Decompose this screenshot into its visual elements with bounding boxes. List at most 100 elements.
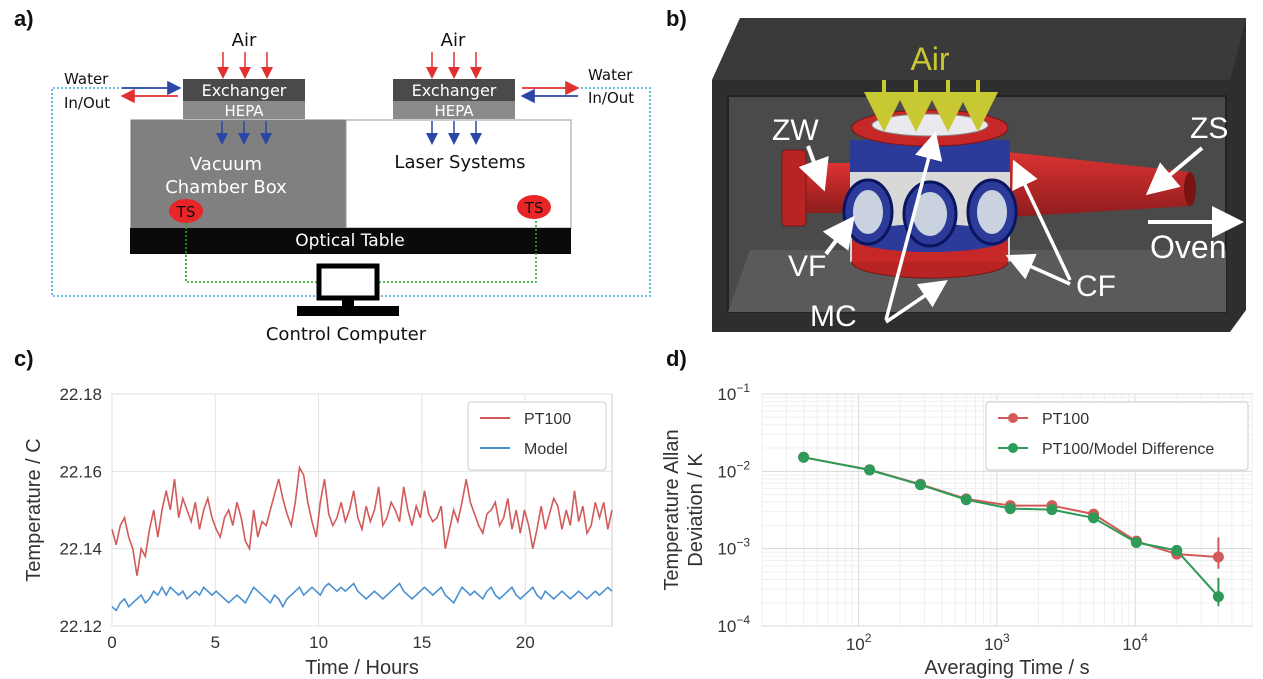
control-computer-label: Control Computer (266, 324, 427, 345)
chart-c-ylabel: Temperature / C (23, 438, 45, 581)
legend-d-diff: PT100/Model Difference (1042, 441, 1214, 458)
hepa-arrows-right (426, 121, 482, 145)
water-right-label-1: Water (588, 66, 633, 84)
mc-arrow-2 (885, 280, 948, 324)
viewport-right (966, 178, 1018, 246)
data-point (1130, 537, 1142, 549)
hepa-left-label: HEPA (224, 102, 264, 120)
ts-sensor-right (517, 195, 551, 219)
hepa-left (183, 101, 305, 119)
data-point (798, 451, 810, 463)
series-line-1 (803, 456, 1220, 598)
panel-label-c: c) (14, 346, 34, 371)
y-tick-label: 10−1 (717, 381, 750, 404)
panel-label-b: b) (666, 6, 687, 31)
air-label-left: Air (232, 30, 257, 51)
data-point (1046, 504, 1058, 516)
x-tick-label: 0 (107, 633, 116, 652)
computer-icon (297, 263, 399, 316)
cf-arrow-1 (1012, 159, 1072, 281)
oven-label: Oven (1150, 229, 1226, 265)
y-tick-label: 10−2 (717, 458, 750, 481)
data-point (1212, 591, 1224, 603)
data-point (864, 464, 876, 476)
vacuum-box-label-1: Vacuum (190, 154, 262, 175)
x-tick-label: 104 (1122, 631, 1148, 654)
water-right-label-2: In/Out (588, 89, 634, 107)
vf-label: VF (788, 250, 826, 283)
chart-d-xlabel: Averaging Time / s (924, 657, 1089, 679)
legend-c-model: Model (524, 441, 568, 458)
data-point (1088, 512, 1100, 524)
data-point (1171, 544, 1183, 556)
viewport-center (902, 180, 958, 248)
panel-a-schematic: Air Air Exchanger HEPA Exchanger HEPA Wa… (51, 30, 651, 345)
exchanger-right-label: Exchanger (412, 81, 497, 100)
x-tick-label: 10 (309, 633, 328, 652)
cf-arrow-2 (1005, 253, 1071, 286)
ts-sensor-left-label: TS (176, 203, 196, 221)
x-tick-label: 15 (412, 633, 431, 652)
zw-flange (781, 149, 807, 227)
hepa-arrows-left (216, 121, 272, 145)
enclosure-floor (728, 250, 1226, 312)
vf-arrow (822, 215, 855, 256)
series-line-0 (111, 464, 613, 576)
water-left-label-2: In/Out (64, 94, 110, 112)
chart-c-xlabel: Time / Hours (305, 657, 419, 679)
data-point (960, 494, 972, 506)
ts-sensor-right-label: TS (524, 199, 544, 217)
series-line-1 (111, 582, 613, 612)
panel-d-chart: 102 103 104 10−4 10−3 10−2 10−1 Averaging Time… (661, 381, 1253, 679)
panel-label-a: a) (14, 6, 34, 31)
y-tick-label: 22.14 (59, 540, 102, 559)
y-tick-label: 22.16 (59, 462, 102, 481)
hepa-right (393, 101, 515, 119)
chart-d-ylabel-1: Temperature Allan (661, 429, 683, 590)
panel-label-d: d) (666, 346, 687, 371)
vacuum-box-label-2: Chamber Box (165, 177, 287, 198)
y-tick-label: 22.12 (59, 617, 102, 636)
x-tick-label: 103 (984, 631, 1010, 654)
x-tick-label: 20 (516, 633, 535, 652)
air-label-right: Air (441, 30, 466, 51)
ts-sensor-left (169, 199, 203, 223)
zs-tube-end (1184, 172, 1196, 206)
water-left-label-1: Water (64, 70, 109, 88)
exchanger-left-label: Exchanger (202, 81, 287, 100)
zw-label: ZW (772, 114, 819, 147)
viewport-left (842, 178, 894, 246)
air-arrows-right (426, 52, 482, 79)
exchanger-left (183, 79, 305, 101)
exchanger-right (393, 79, 515, 101)
x-tick-label: 5 (211, 633, 220, 652)
mc-label: MC (810, 300, 857, 333)
laser-systems-label: Laser Systems (394, 152, 525, 173)
y-tick-label: 22.18 (59, 385, 102, 404)
optical-table (130, 228, 571, 254)
legend-d-pt100: PT100 (1042, 411, 1089, 428)
chart-d-legend: PT100 PT100/Model Difference (985, 401, 1249, 471)
zs-label: ZS (1190, 112, 1228, 145)
legend-c-pt100: PT100 (524, 411, 571, 428)
cf-label: CF (1076, 270, 1116, 303)
mc-arrow-1 (884, 131, 943, 321)
chart-c-legend: PT100 Model (467, 401, 607, 471)
air-label-3d: Air (910, 41, 949, 77)
panel-b-render: Air ZW ZS Oven VF MC CF (712, 18, 1246, 333)
x-tick-label: 102 (846, 631, 872, 654)
hepa-right-label: HEPA (434, 102, 474, 120)
zw-arrow (798, 145, 829, 192)
zs-tube (990, 150, 1190, 218)
chamber-top-window (871, 113, 989, 137)
data-point (914, 479, 926, 491)
zs-arrow (1145, 146, 1204, 196)
panel-c-chart: 0 5 10 15 20 22.12 22.14 22.16 22.18 Time / Hour… (23, 385, 613, 679)
y-tick-label: 10−3 (717, 536, 750, 559)
air-arrows-left (217, 52, 273, 79)
enclosure-top (712, 18, 1246, 80)
y-tick-label: 10−4 (717, 613, 750, 636)
chart-d-ylabel-2: Deviation / K (685, 453, 707, 567)
data-point (1004, 503, 1016, 515)
optical-table-label: Optical Table (295, 231, 404, 251)
